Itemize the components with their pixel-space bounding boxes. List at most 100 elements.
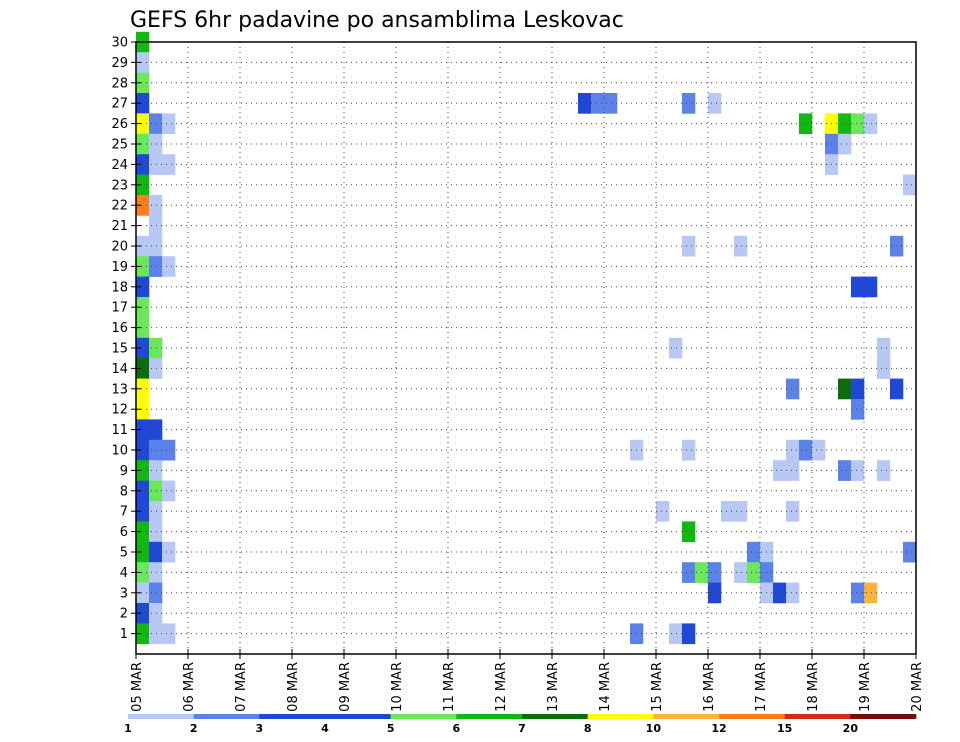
- heatmap-cell: [149, 419, 163, 441]
- y-tick-label: 21: [111, 219, 128, 234]
- y-tick-label: 12: [111, 403, 128, 418]
- heatmap-cell: [136, 133, 150, 155]
- y-tick-label: 26: [111, 117, 128, 132]
- y-tick-label: 17: [111, 301, 128, 316]
- heatmap-cell: [851, 460, 865, 481]
- heatmap-cell: [136, 276, 150, 298]
- heatmap-cell: [136, 297, 150, 318]
- heatmap-cell: [149, 603, 163, 624]
- x-tick-label: 13 MAR: [546, 662, 561, 712]
- legend-label: 12: [711, 722, 726, 735]
- y-tick-label: 15: [111, 342, 128, 357]
- heatmap-cell: [578, 93, 592, 114]
- y-tick-label: 27: [111, 97, 128, 112]
- heatmap-cell: [136, 113, 150, 135]
- heatmap-cell: [149, 623, 163, 645]
- heatmap-cell: [786, 501, 800, 522]
- y-tick-label: 13: [111, 382, 128, 397]
- heatmap-cell: [903, 174, 917, 196]
- heatmap-cell: [682, 623, 696, 645]
- heatmap-cell: [149, 113, 163, 135]
- y-tick-label: 14: [111, 362, 128, 377]
- heatmap-cell: [149, 480, 163, 502]
- y-tick-label: 3: [120, 586, 128, 601]
- heatmap-cell: [136, 378, 150, 400]
- heatmap-cell: [136, 480, 150, 502]
- heatmap-cell: [149, 562, 163, 583]
- heatmap-cell: [799, 439, 813, 461]
- heatmap-cell: [851, 582, 865, 604]
- x-tick-label: 12 MAR: [494, 662, 509, 712]
- x-tick-label: 07 MAR: [234, 662, 249, 712]
- legend-label: 7: [518, 722, 526, 735]
- x-tick-label: 11 MAR: [442, 662, 457, 712]
- y-tick-label: 9: [120, 464, 128, 479]
- y-tick-label: 11: [111, 423, 128, 438]
- y-tick-label: 6: [120, 525, 128, 540]
- heatmap-cell: [149, 215, 163, 237]
- y-tick-label: 18: [111, 280, 128, 295]
- legend-label: 4: [321, 722, 329, 735]
- y-tick-label: 28: [111, 76, 128, 91]
- x-tick-label: 14 MAR: [598, 662, 613, 712]
- heatmap-cell: [773, 582, 787, 604]
- heatmap-cell: [149, 337, 163, 359]
- legend-label: 1: [124, 722, 132, 735]
- heatmap-cell: [838, 113, 852, 135]
- heatmap-cell: [162, 541, 176, 563]
- heatmap-cells: [136, 31, 917, 645]
- heatmap-cell: [136, 623, 150, 645]
- y-axis: 1234567891011121314151617181920212223242…: [111, 36, 141, 642]
- legend-swatch: [719, 714, 785, 719]
- heatmap-cell: [136, 235, 150, 257]
- heatmap-cell: [786, 460, 800, 481]
- heatmap-cell: [708, 582, 722, 604]
- y-tick-label: 16: [111, 321, 128, 336]
- heatmap-cell: [136, 521, 150, 543]
- chart-title: GEFS 6hr padavine po ansamblima Leskovac: [130, 8, 624, 33]
- color-legend: 1 2 3 4 5 6 7 8 10 12 15 20: [124, 714, 917, 735]
- legend-label: 5: [387, 722, 395, 735]
- heatmap-cell: [136, 337, 150, 359]
- heatmap-cell: [682, 439, 696, 461]
- y-tick-label: 2: [120, 607, 128, 622]
- y-tick-label: 8: [120, 484, 128, 499]
- heatmap-cell: [851, 378, 865, 400]
- heatmap-cell: [162, 439, 176, 461]
- heatmap-cell: [747, 562, 761, 583]
- heatmap-cell: [877, 337, 891, 359]
- dotted-grid: [136, 42, 916, 654]
- heatmap-cell: [162, 113, 176, 135]
- y-tick-label: 22: [111, 199, 128, 214]
- heatmap-cell: [682, 521, 696, 543]
- heatmap-cell: [149, 154, 163, 175]
- heatmap-cell: [136, 582, 150, 604]
- heatmap-cell: [721, 501, 735, 522]
- heatmap-cell: [656, 501, 670, 522]
- y-tick-label: 20: [111, 240, 128, 255]
- heatmap-cell: [149, 521, 163, 543]
- heatmap-cell: [591, 93, 605, 114]
- legend-label: 8: [584, 722, 592, 735]
- x-tick-label: 05 MAR: [130, 662, 145, 712]
- y-tick-label: 30: [111, 36, 128, 51]
- heatmap-cell: [682, 93, 696, 114]
- heatmap-cell: [149, 235, 163, 257]
- heatmap-cell: [747, 541, 761, 563]
- heatmap-cell: [136, 358, 150, 379]
- heatmap-cell: [149, 256, 163, 277]
- x-tick-label: 18 MAR: [806, 662, 821, 712]
- x-tick-label: 20 MAR: [910, 662, 925, 712]
- heatmap-cell: [799, 113, 813, 135]
- x-tick-label: 10 MAR: [390, 662, 405, 712]
- legend-swatch: [193, 714, 260, 719]
- heatmap-cell: [734, 501, 748, 522]
- y-tick-label: 5: [120, 546, 128, 561]
- legend-swatch: [325, 714, 391, 719]
- y-tick-label: 4: [120, 566, 128, 581]
- y-tick-label: 7: [120, 505, 128, 520]
- heatmap-cell: [162, 623, 176, 645]
- heatmap-cell: [734, 235, 748, 257]
- legend-label: 2: [190, 722, 198, 735]
- x-tick-label: 17 MAR: [754, 662, 769, 712]
